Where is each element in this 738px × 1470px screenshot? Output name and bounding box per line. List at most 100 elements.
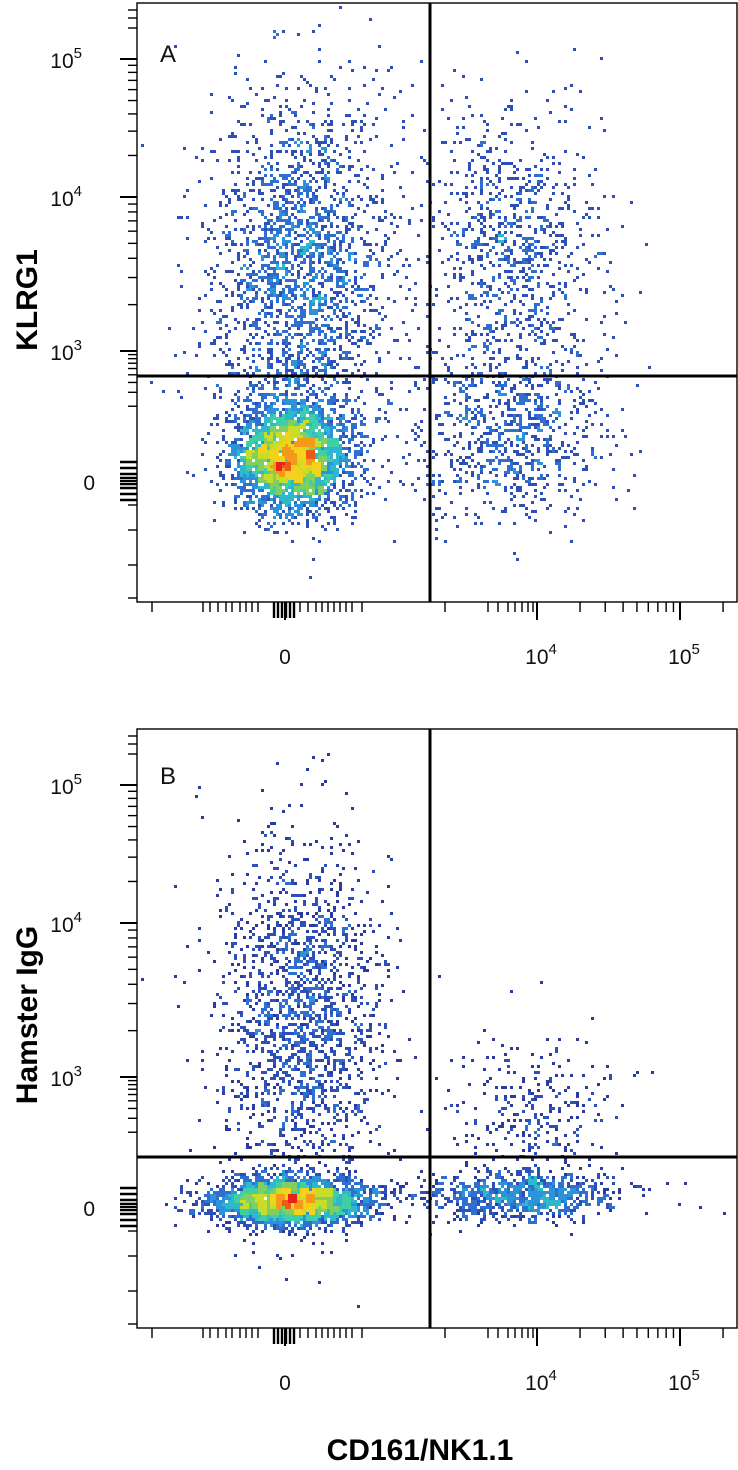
event-point <box>300 420 303 423</box>
event-point <box>606 435 609 438</box>
event-point <box>258 210 261 213</box>
event-point <box>321 285 324 288</box>
event-point <box>579 288 582 291</box>
event-point <box>270 168 273 171</box>
event-point <box>303 321 306 324</box>
event-point <box>300 312 303 315</box>
event-point <box>318 306 321 309</box>
event-point <box>492 468 495 471</box>
event-point <box>597 360 600 363</box>
event-point <box>315 210 318 213</box>
event-point <box>276 315 279 318</box>
event-point <box>423 408 426 411</box>
event-point <box>471 432 474 435</box>
event-point <box>375 228 378 231</box>
event-point <box>465 405 468 408</box>
event-point <box>327 417 330 420</box>
event-point <box>543 216 546 219</box>
event-point <box>432 303 435 306</box>
event-point <box>249 423 252 426</box>
event-point <box>240 471 243 474</box>
event-point <box>198 345 201 348</box>
event-point <box>327 234 330 237</box>
event-point <box>237 156 240 159</box>
event-point <box>345 465 348 468</box>
event-point <box>294 372 297 375</box>
event-point <box>588 174 591 177</box>
event-point <box>360 129 363 132</box>
event-point <box>519 189 522 192</box>
event-point <box>180 216 183 219</box>
event-point <box>387 399 390 402</box>
event-point <box>318 243 321 246</box>
event-point <box>315 87 318 90</box>
event-point <box>255 324 258 327</box>
event-point <box>504 195 507 198</box>
event-point <box>369 249 372 252</box>
event-point <box>324 369 327 372</box>
event-point <box>225 324 228 327</box>
event-point <box>576 351 579 354</box>
event-point <box>306 519 309 522</box>
event-point <box>306 369 309 372</box>
event-point <box>249 381 252 384</box>
event-point <box>543 228 546 231</box>
event-point <box>531 243 534 246</box>
event-point <box>330 261 333 264</box>
event-point <box>420 60 423 63</box>
event-point <box>333 249 336 252</box>
event-point <box>267 120 270 123</box>
event-point <box>255 429 258 432</box>
event-point <box>324 351 327 354</box>
event-point <box>360 495 363 498</box>
event-point <box>495 234 498 237</box>
event-point <box>351 492 354 495</box>
event-point <box>258 507 261 510</box>
event-point <box>297 495 300 498</box>
event-point <box>465 96 468 99</box>
event-point <box>366 435 369 438</box>
event-point <box>522 426 525 429</box>
event-point <box>489 357 492 360</box>
event-point <box>330 258 333 261</box>
event-point <box>375 351 378 354</box>
event-point <box>288 234 291 237</box>
event-point <box>288 138 291 141</box>
event-point <box>504 429 507 432</box>
event-point <box>231 294 234 297</box>
event-point <box>324 432 327 435</box>
event-point <box>453 276 456 279</box>
event-point <box>495 384 498 387</box>
event-point <box>291 522 294 525</box>
event-point <box>537 285 540 288</box>
event-point <box>306 225 309 228</box>
event-point <box>309 198 312 201</box>
event-point <box>300 186 303 189</box>
event-point <box>336 216 339 219</box>
event-point <box>507 276 510 279</box>
event-point <box>306 405 309 408</box>
event-point <box>474 426 477 429</box>
event-point <box>303 309 306 312</box>
event-point <box>534 252 537 255</box>
event-point <box>288 510 291 513</box>
event-point <box>273 531 276 534</box>
event-point <box>381 201 384 204</box>
event-point <box>336 162 339 165</box>
event-point <box>423 378 426 381</box>
event-point <box>285 243 288 246</box>
event-point <box>327 426 330 429</box>
event-point <box>336 291 339 294</box>
event-point <box>279 120 282 123</box>
event-point <box>312 339 315 342</box>
event-point <box>312 291 315 294</box>
event-point <box>249 342 252 345</box>
event-point <box>297 273 300 276</box>
event-point <box>525 294 528 297</box>
event-point <box>321 357 324 360</box>
event-point <box>300 501 303 504</box>
event-point <box>264 513 267 516</box>
event-point <box>315 180 318 183</box>
event-point <box>381 393 384 396</box>
event-point <box>252 207 255 210</box>
